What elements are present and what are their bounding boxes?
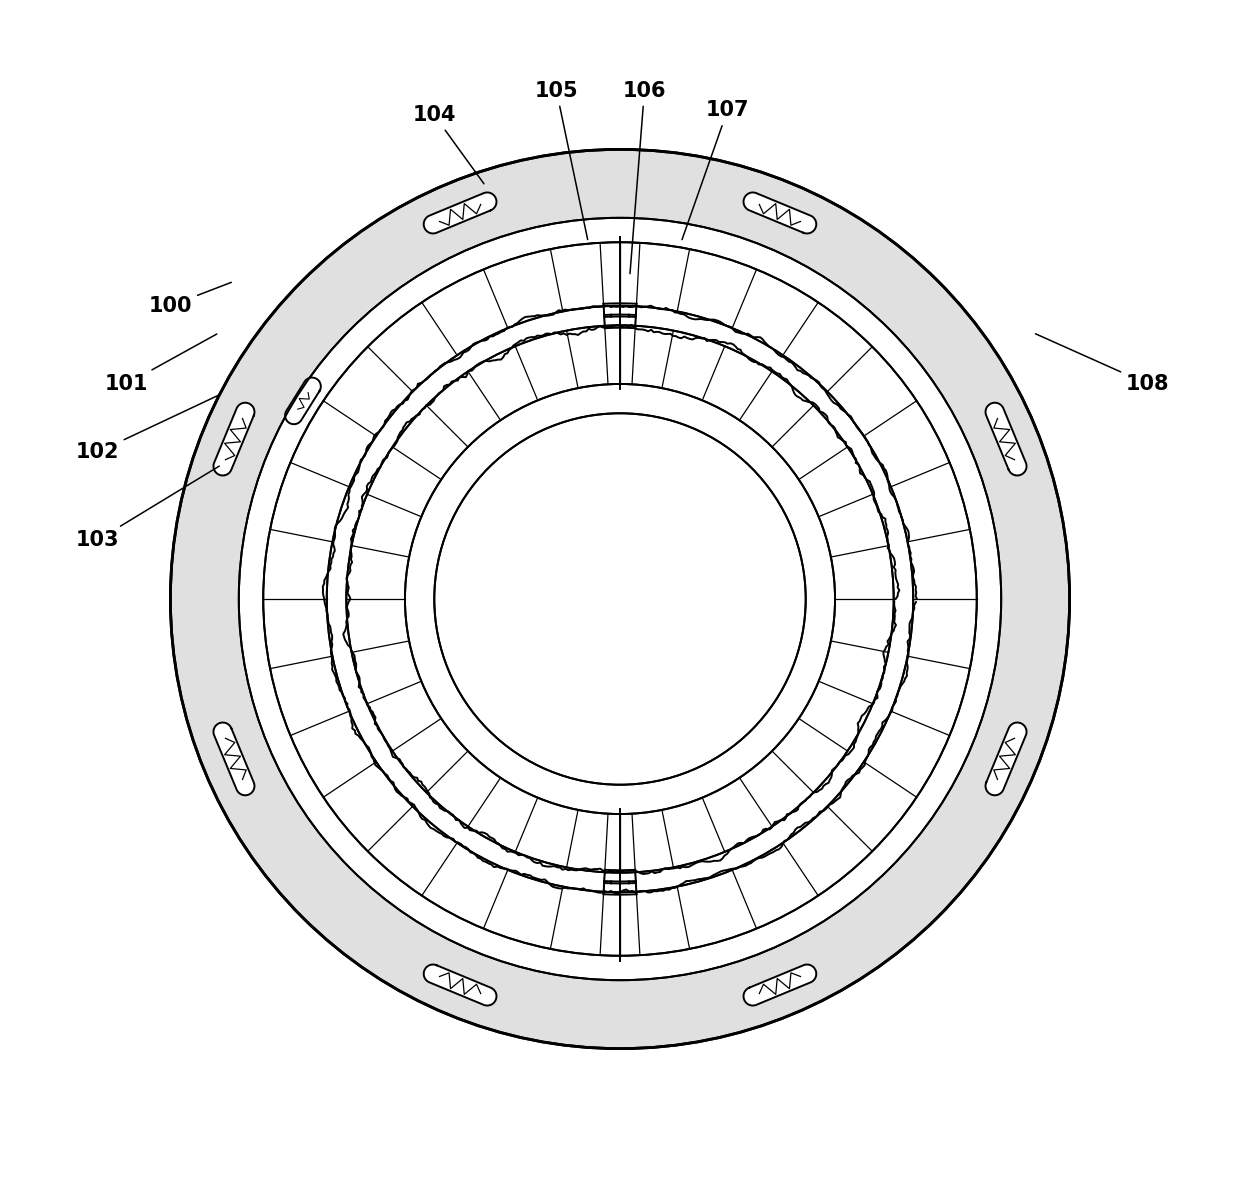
Text: 107: 107	[682, 101, 749, 240]
Polygon shape	[424, 964, 496, 1005]
Polygon shape	[213, 722, 254, 795]
Polygon shape	[213, 403, 254, 476]
Polygon shape	[986, 722, 1027, 795]
Polygon shape	[744, 964, 816, 1005]
Text: 101: 101	[104, 334, 217, 394]
Circle shape	[434, 413, 806, 785]
Polygon shape	[285, 377, 321, 424]
Polygon shape	[263, 242, 977, 956]
Text: 104: 104	[413, 105, 484, 183]
Polygon shape	[744, 193, 816, 234]
Text: 100: 100	[149, 283, 232, 316]
Polygon shape	[170, 150, 1070, 1048]
Text: 108: 108	[1035, 334, 1169, 394]
Text: 103: 103	[76, 466, 219, 550]
Polygon shape	[424, 193, 496, 234]
Text: 105: 105	[534, 80, 588, 240]
Polygon shape	[986, 403, 1027, 476]
Text: 102: 102	[76, 395, 219, 462]
Polygon shape	[346, 326, 894, 872]
Text: 106: 106	[622, 80, 666, 273]
